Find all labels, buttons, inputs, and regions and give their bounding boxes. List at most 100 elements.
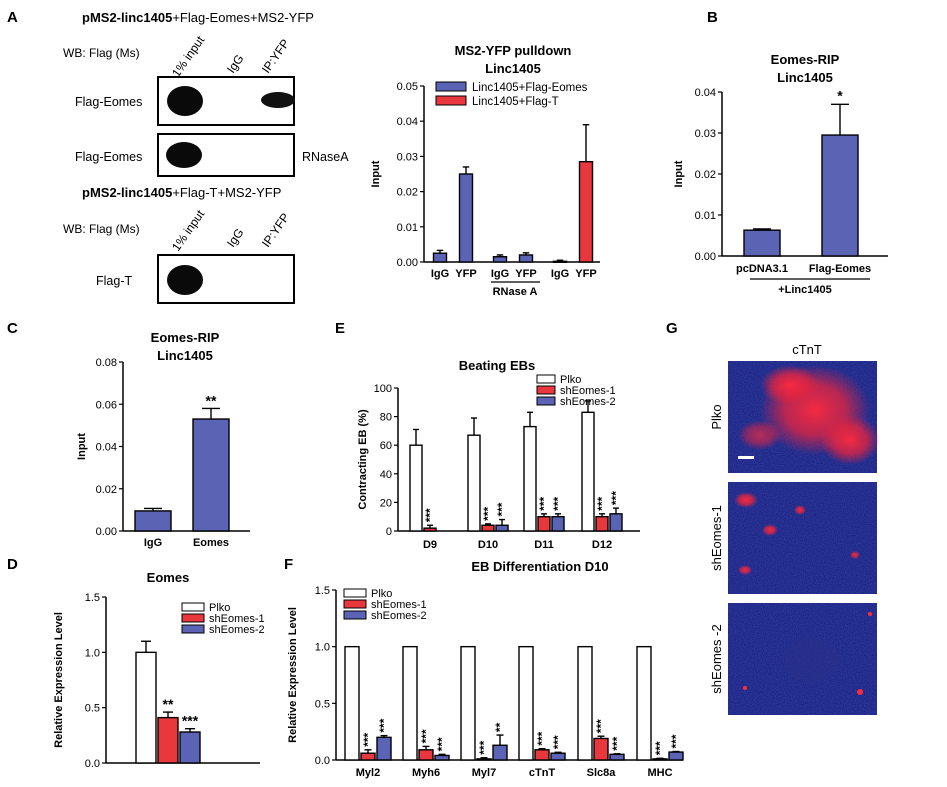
significance-mark: ***: [535, 731, 549, 745]
blot1-label: Flag-Eomes: [75, 95, 142, 109]
y-tick-label: 1.0: [315, 642, 330, 654]
bar: [668, 751, 684, 761]
x-tick-label: YFP: [575, 268, 596, 280]
y-tick-label: 0.06: [96, 399, 117, 411]
y-tick-label: 0.00: [96, 526, 117, 538]
chart-subtitle: Linc1405: [157, 348, 213, 363]
x-tick-label: Myl2: [356, 767, 380, 779]
bar: [481, 524, 495, 532]
wb-label-1: WB: Flag (Ms): [63, 46, 140, 60]
panel-letter-f: F: [284, 556, 293, 573]
panel-letter-e: E: [335, 320, 345, 337]
bar: [134, 510, 172, 532]
lane2-label-ipyfp: IP:YFP: [259, 211, 292, 250]
y-tick-label: 0.5: [315, 698, 330, 710]
legend-swatch: [343, 610, 367, 620]
y-tick-label: 0.00: [695, 251, 716, 263]
x-tick-label: Myh6: [412, 767, 440, 779]
bar: [652, 758, 668, 761]
chart-b-eomes-rip: 0.00 0.01 0.02 0.03 0.04 Input Eomes-RIP Linc14…: [673, 52, 888, 296]
micrograph-label-sheomes-2: shEomes -2: [709, 624, 724, 693]
blot1-band-ipyfp: [261, 92, 295, 108]
legend-label: Plko: [560, 374, 581, 386]
y-tick-label: 1.5: [85, 592, 100, 604]
legend-swatch: [181, 613, 205, 623]
blot-bottom-title-bold: pMS2-linc1405: [82, 185, 172, 200]
x-tick-label: pcDNA3.1: [736, 263, 788, 275]
bar: [360, 752, 376, 761]
bar: [157, 716, 179, 764]
x-tick-label: Slc8a: [587, 767, 617, 779]
micrograph-sheomes-2: [728, 603, 877, 715]
bar: [492, 744, 508, 761]
chart-title: Eomes-RIP: [151, 330, 220, 345]
x-tick-label: IgG: [144, 537, 162, 549]
micrograph-label-plko: Plko: [709, 404, 724, 429]
bar: [636, 645, 652, 761]
y-tick-label: 0.01: [695, 210, 716, 222]
bar: [552, 260, 568, 263]
legend-swatch: [343, 599, 367, 609]
bar: [492, 256, 508, 263]
legend-swatch: [536, 385, 556, 395]
bar: [344, 645, 360, 761]
bar: [609, 753, 625, 761]
bar: [523, 425, 537, 532]
y-tick-label: 0.00: [397, 257, 418, 269]
significance-mark: ***: [609, 491, 623, 505]
x-tick-label: D12: [592, 539, 612, 551]
x-tick-label: cTnT: [529, 767, 556, 779]
significance-mark: ***: [669, 734, 683, 748]
legend-swatch: [435, 81, 467, 92]
panel-a-blots: pMS2-linc1405+Flag-Eomes+MS2-YFP WB: Fla…: [63, 10, 349, 304]
bar: [460, 645, 476, 761]
y-axis-label: Contracting EB (%): [357, 409, 369, 510]
legend-label: shEomes-1: [371, 599, 427, 611]
blot3-band-input: [167, 265, 203, 295]
bar: [609, 513, 623, 532]
y-tick-label: 0.04: [397, 116, 418, 128]
legend-label: Linc1405+Flag-T: [472, 96, 559, 108]
y-tick-label: 80: [380, 412, 392, 424]
panel-letter-b: B: [707, 9, 718, 26]
significance-mark: ***: [653, 741, 667, 755]
y-tick-label: 0.0: [85, 758, 100, 770]
x-tick-label: YFP: [515, 268, 536, 280]
blot-top-title: pMS2-linc1405+Flag-Eomes+MS2-YFP: [82, 10, 314, 25]
bar: [402, 645, 418, 761]
bar: [192, 418, 230, 532]
significance-mark: ***: [182, 713, 199, 729]
lane2-label-igg: IgG: [224, 226, 247, 250]
y-tick-label: 0.04: [695, 87, 716, 99]
y-axis-label: Input: [370, 160, 382, 187]
x-tick-label: Flag-Eomes: [809, 263, 871, 275]
blot2-label: Flag-Eomes: [75, 150, 142, 164]
chart-subtitle: Linc1405: [777, 70, 833, 85]
panel-g-micrographs: cTnT Plko shEomes-1: [709, 342, 880, 715]
bar: [581, 411, 595, 532]
x-tick-label: Myl7: [472, 767, 496, 779]
group-label: RNase A: [493, 286, 538, 298]
significance-mark: ***: [477, 740, 491, 754]
chart-title: MS2-YFP pulldown: [455, 43, 572, 58]
scale-bar: [738, 456, 754, 459]
chart-d-eomes-expression: 0.0 0.5 1.0 1.5 Relative Expression Level Eom…: [53, 570, 265, 770]
legend-label: shEomes-2: [209, 624, 265, 636]
bar: [409, 444, 423, 532]
significance-mark: ***: [495, 502, 509, 516]
micrograph-plko: [728, 361, 880, 473]
bar: [135, 651, 157, 764]
x-tick-label: D9: [423, 539, 437, 551]
x-tick-label: YFP: [455, 268, 476, 280]
y-axis-label: Input: [76, 433, 88, 460]
y-axis-label: Input: [673, 160, 685, 187]
y-tick-label: 0.03: [397, 151, 418, 163]
x-tick-label: IgG: [551, 268, 569, 280]
legend-label: shEomes-2: [371, 610, 427, 622]
y-tick-label: 0.08: [96, 357, 117, 369]
bar: [534, 749, 550, 761]
y-tick-label: 0.02: [96, 484, 117, 496]
y-tick-label: 0.05: [397, 81, 418, 93]
blot3-label: Flag-T: [96, 274, 132, 288]
bar: [434, 754, 450, 761]
